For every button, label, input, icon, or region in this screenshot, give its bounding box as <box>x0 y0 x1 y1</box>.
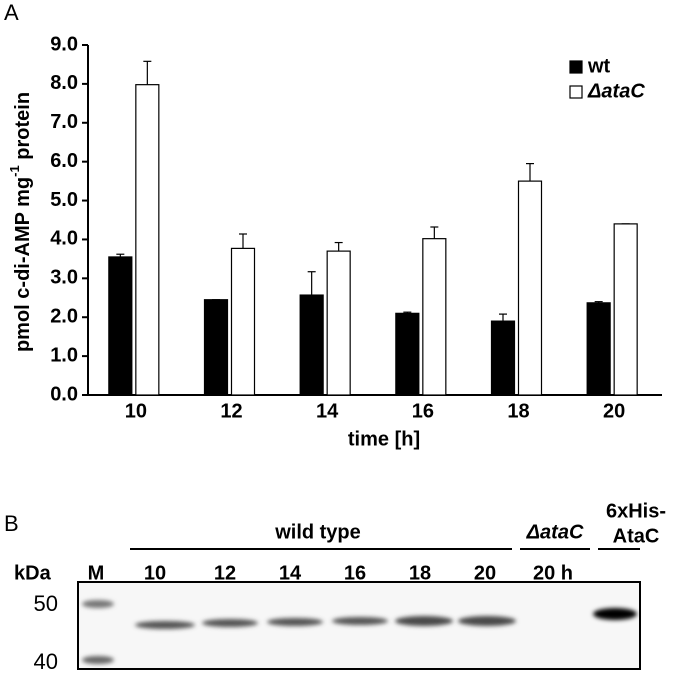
band <box>202 619 258 627</box>
lane-label: 10 <box>144 562 166 584</box>
marker-lane-label: M <box>88 562 105 584</box>
unit-label: kDa <box>14 562 52 584</box>
band <box>395 616 453 626</box>
legend-label: wt <box>587 55 611 77</box>
y-tick-label: 7.0 <box>50 111 78 133</box>
lane-label: 14 <box>279 562 302 584</box>
bar <box>490 320 516 396</box>
bar <box>203 299 229 396</box>
panel-label: B <box>4 511 19 536</box>
y-tick-label: 6.0 <box>50 150 78 172</box>
mutant-label: ΔataC <box>526 521 584 543</box>
y-tick-label: 9.0 <box>50 33 78 55</box>
bar <box>422 238 447 396</box>
control-label: AtaC <box>613 525 660 547</box>
y-tick-label: 8.0 <box>50 72 78 94</box>
lane-label: 20 <box>474 562 496 584</box>
bar <box>395 312 420 396</box>
bar <box>135 84 160 396</box>
lane-label: 16 <box>344 562 366 584</box>
marker-size: 40 <box>34 649 58 674</box>
bar <box>108 256 133 396</box>
group-label: wild type <box>274 521 361 543</box>
x-tick-label: 10 <box>125 400 147 422</box>
y-tick-label: 2.0 <box>50 306 78 328</box>
control-label: 6xHis- <box>606 500 666 522</box>
y-tick-label: 1.0 <box>50 344 78 366</box>
marker-band <box>82 600 114 608</box>
x-tick-label: 20 <box>603 400 625 422</box>
y-axis-label: pmol c-di-AMP mg-1 protein <box>7 92 34 352</box>
marker-size: 50 <box>34 591 58 616</box>
bar <box>517 180 543 396</box>
bar <box>299 294 324 396</box>
lane-labels: 10 12 14 16 18 20 <box>144 562 496 584</box>
bar <box>230 247 256 396</box>
band <box>458 616 516 626</box>
blot-bands <box>82 600 637 664</box>
y-label-sup: -1 <box>7 165 22 177</box>
bar <box>586 302 611 396</box>
lane-label: 12 <box>214 562 236 584</box>
band <box>332 617 388 625</box>
mutant-lane-label: 20 h <box>533 562 573 584</box>
x-tick-label: 12 <box>220 400 242 422</box>
band <box>135 621 195 629</box>
y-tick-label: 3.0 <box>50 267 78 289</box>
band <box>593 608 637 620</box>
x-tick-label: 14 <box>316 400 339 422</box>
lane-label: 18 <box>409 562 431 584</box>
y-tick-label: 0.0 <box>50 383 78 405</box>
bar <box>613 223 638 396</box>
y-tick-label: 4.0 <box>50 228 78 250</box>
y-label-main: pmol c-di-AMP mg <box>12 177 34 352</box>
band <box>267 618 323 626</box>
marker-band <box>82 656 114 664</box>
x-tick-label: 16 <box>412 400 434 422</box>
legend-label: ΔataC <box>587 80 645 102</box>
x-axis-label: time [h] <box>348 428 420 450</box>
x-tick-label: 18 <box>507 400 529 422</box>
y-label-tail: protein <box>12 92 34 165</box>
legend-swatch <box>569 60 583 74</box>
y-tick-label: 5.0 <box>50 189 78 211</box>
panel-label: A <box>4 0 19 25</box>
legend-swatch <box>569 85 583 99</box>
bar <box>326 250 351 396</box>
